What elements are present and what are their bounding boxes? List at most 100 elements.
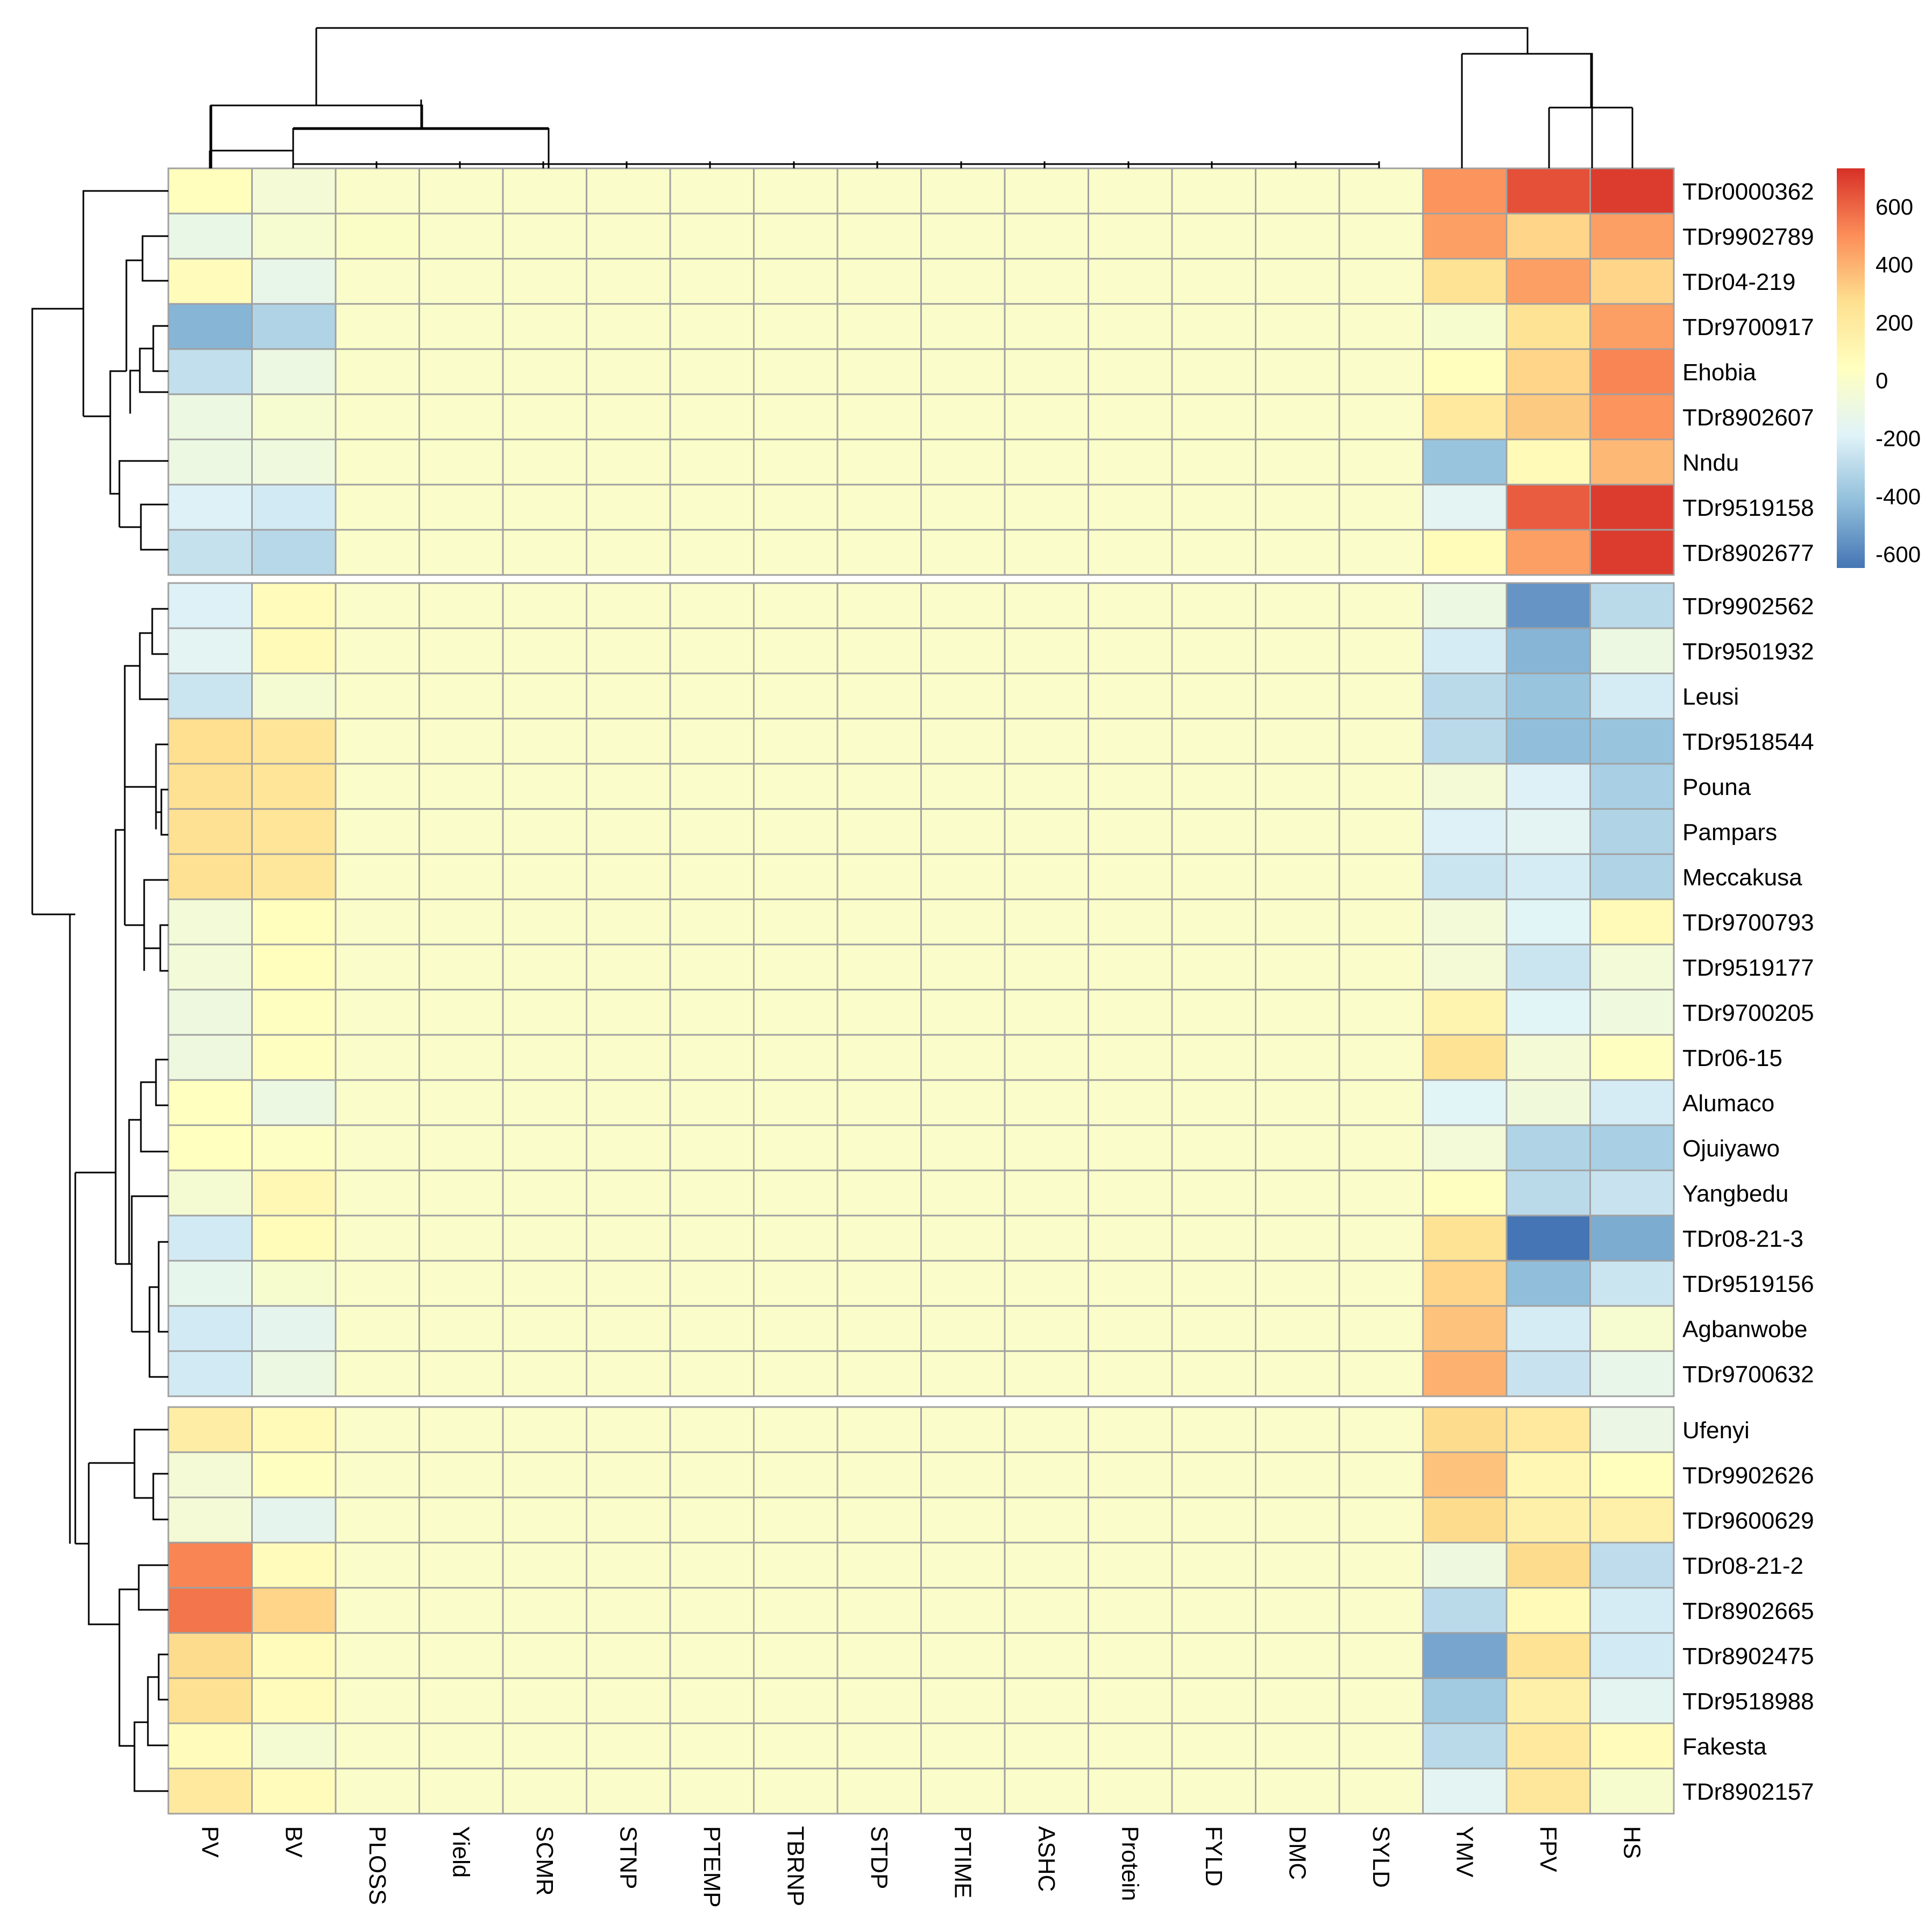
heatmap-cell [167, 1169, 253, 1217]
heatmap-cell [920, 1350, 1006, 1397]
heatmap-cell [1004, 1214, 1089, 1262]
heatmap-cell [1422, 989, 1508, 1036]
heatmap-cell [335, 943, 420, 991]
heatmap-cell [1004, 438, 1089, 486]
heatmap-cell [502, 582, 587, 629]
heatmap-cell [1422, 258, 1508, 305]
heatmap-cell [1505, 1350, 1591, 1397]
heatmap-cell [418, 1350, 504, 1397]
heatmap-cell [1589, 1496, 1675, 1544]
heatmap-cell [335, 582, 420, 629]
heatmap-cell [1505, 672, 1591, 720]
legend-tick-label: -200 [1876, 426, 1921, 451]
heatmap-cell [1255, 348, 1340, 395]
heatmap-cell [586, 303, 671, 350]
heatmap-cell [1004, 1260, 1089, 1307]
heatmap-cell [1422, 529, 1508, 576]
heatmap-cell [335, 484, 420, 531]
heatmap-cell [836, 1542, 922, 1589]
heatmap-cell [1505, 1034, 1591, 1081]
row-label: Nndu [1682, 450, 1739, 476]
heatmap-cell [418, 1305, 504, 1352]
heatmap-cell [1338, 1079, 1424, 1126]
heatmap-cell [836, 1632, 922, 1679]
heatmap-cell [1088, 348, 1173, 395]
heatmap-cell [836, 1496, 922, 1544]
heatmap-cell [1422, 627, 1508, 674]
heatmap-cell [1589, 718, 1675, 765]
heatmap-cell [1004, 763, 1089, 810]
heatmap-cell [167, 672, 253, 720]
heatmap-cell [920, 1542, 1006, 1589]
heatmap-cell [335, 1034, 420, 1081]
heatmap-cell [1255, 1677, 1340, 1724]
heatmap-cell [1589, 1632, 1675, 1679]
heatmap-cell [920, 1169, 1006, 1217]
legend-tick-label: -600 [1876, 542, 1921, 567]
heatmap-cell [1422, 763, 1508, 810]
heatmap-cell [586, 1214, 671, 1262]
heatmap-cell [1171, 1767, 1256, 1815]
heatmap-cell [586, 393, 671, 441]
heatmap-cell [836, 1169, 922, 1217]
heatmap-cell [753, 1034, 839, 1081]
row-label: TDr9518544 [1682, 729, 1814, 755]
heatmap-cell [1255, 1079, 1340, 1126]
heatmap-cell [586, 1587, 671, 1634]
heatmap-cell [167, 167, 253, 215]
row-label: Ufenyi [1682, 1417, 1750, 1444]
row-label: TDr9501932 [1682, 638, 1814, 665]
heatmap-cell [1255, 853, 1340, 900]
heatmap-cell [335, 1767, 420, 1815]
heatmap-cell [920, 1406, 1006, 1453]
heatmap-cell [1422, 808, 1508, 855]
heatmap-cell [586, 718, 671, 765]
row-dendrogram-branch [116, 1195, 168, 1378]
legend-tick-label: 600 [1876, 194, 1913, 219]
heatmap-cell [1338, 303, 1424, 350]
row-label: Fakesta [1682, 1734, 1767, 1760]
heatmap-cell [418, 1034, 504, 1081]
heatmap-cell [1422, 167, 1508, 215]
heatmap-cell [1338, 258, 1424, 305]
heatmap-cell [502, 763, 587, 810]
heatmap-cell [753, 212, 839, 260]
heatmap-cell [251, 529, 337, 576]
heatmap-cell [753, 1260, 839, 1307]
heatmap-cell [1505, 1632, 1591, 1679]
heatmap-cell [502, 393, 587, 441]
heatmap-cell [586, 1542, 671, 1589]
heatmap-cell [251, 582, 337, 629]
heatmap-cell [1088, 989, 1173, 1036]
heatmap-cell [753, 943, 839, 991]
heatmap-cell [167, 1079, 253, 1126]
heatmap-cell [418, 303, 504, 350]
heatmap-cell [1171, 989, 1256, 1036]
heatmap-cell [1338, 627, 1424, 674]
heatmap-cell [586, 853, 671, 900]
heatmap-cell [920, 853, 1006, 900]
heatmap-cell [251, 808, 337, 855]
heatmap-cell [1171, 1406, 1256, 1453]
heatmap-cell [1589, 1214, 1675, 1262]
heatmap-cell [502, 627, 587, 674]
heatmap-cell [1004, 303, 1089, 350]
heatmap-cell [335, 1542, 420, 1589]
heatmap-cell [1088, 1496, 1173, 1544]
heatmap-cell [167, 989, 253, 1036]
heatmap-cell [753, 484, 839, 531]
heatmap-cell [1422, 303, 1508, 350]
heatmap-cell [1004, 484, 1089, 531]
heatmap-cell [920, 1260, 1006, 1307]
heatmap-cell [167, 943, 253, 991]
heatmap-cell [167, 582, 253, 629]
heatmap-cell [1338, 672, 1424, 720]
heatmap-cell [1088, 1034, 1173, 1081]
heatmap-cell [1255, 898, 1340, 946]
heatmap-cell [418, 763, 504, 810]
heatmap-cell [753, 1214, 839, 1262]
heatmap-cell [1255, 763, 1340, 810]
heatmap-cell [1589, 853, 1675, 900]
heatmap-cell [1004, 989, 1089, 1036]
heatmap-cell [1422, 1305, 1508, 1352]
